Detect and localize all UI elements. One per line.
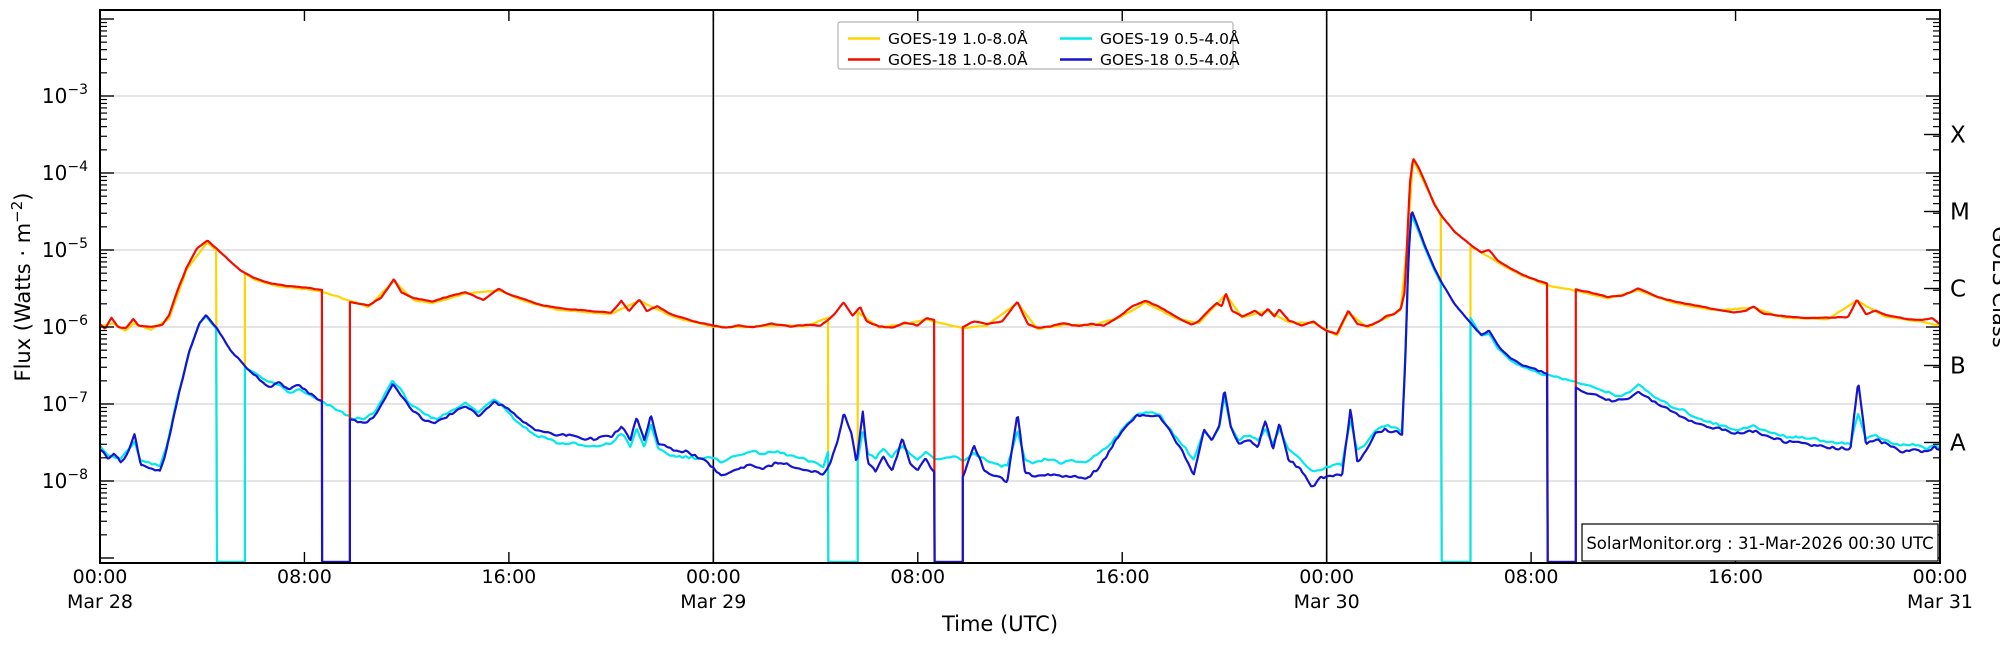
x-tick-label: 00:00 [1913,566,1968,588]
tick-labels: 00:00 Mar 28 08:00 16:00 00:00 Mar 29 08:00 16:… [42,82,1973,613]
y-tick-label: 10−3 [42,82,88,108]
series-line-goes-18-1-0-8-0a [99,158,1940,564]
x-tick-label: 00:00 [686,566,741,588]
x-axis-label: Time (UTC) [941,612,1058,636]
x-tick-label: 16:00 [1708,566,1763,588]
legend-background [837,21,1234,70]
x-tick-label: 08:00 [277,566,332,588]
y-tick-label: 10−4 [42,159,88,185]
axis-labels: Time (UTC) GOES Class Flux (Watts · m−2) [8,192,2000,636]
watermark-box: SolarMonitor.org : 31-Mar-2026 00:30 UTC [1581,523,1939,562]
x-tick-date-label: Mar 29 [680,591,746,613]
goes-class-label-x: X [1950,123,1966,149]
x-tick-label: 08:00 [890,566,945,588]
y-tick-label: 10−8 [42,467,88,493]
y-tick-label: 10−5 [42,236,88,262]
y-tick-label: 10−7 [42,390,88,416]
goes-class-label-a: A [1950,431,1966,457]
flux-series [99,158,1941,564]
watermark-text: SolarMonitor.org : 31-Mar-2026 00:30 UTC [1586,534,1933,553]
goes-class-label-c: C [1950,277,1966,303]
right-axis-label: GOES Class [1988,226,2000,347]
series-line-goes-19-1-0-8-0a [99,158,1940,564]
plot-border [99,9,1941,564]
series-line-goes-19-0-5-4-0a [99,215,1941,564]
x-tick-date-label: Mar 28 [67,591,133,613]
y-tick-label: 10−6 [42,313,88,339]
axes [99,9,1941,564]
x-tick-label: 00:00 [73,566,128,588]
legend-label: GOES-19 1.0-8.0Å [888,29,1028,48]
x-tick-label: 08:00 [1504,566,1559,588]
x-tick-label: 00:00 [1299,566,1354,588]
legend-label: GOES-18 0.5-4.0Å [1100,50,1240,69]
x-tick-date-label: Mar 30 [1294,591,1360,613]
legend-label: GOES-18 1.0-8.0Å [888,50,1028,69]
goes-class-label-m: M [1950,200,1970,226]
x-tick-date-label: Mar 31 [1907,591,1973,613]
x-tick-label: 16:00 [482,566,537,588]
gridlines [100,95,1940,482]
y-axis-label: Flux (Watts · m−2) [8,192,35,381]
legend-label: GOES-19 0.5-4.0Å [1100,29,1240,48]
legend: GOES-19 1.0-8.0Å GOES-18 1.0-8.0Å GOES-19 … [837,21,1240,70]
watermark-background [1581,523,1939,562]
x-tick-label: 16:00 [1095,566,1150,588]
day-boundary-lines [712,10,1328,563]
series-line-goes-18-0-5-4-0a [99,211,1940,564]
goes-class-label-b: B [1950,354,1966,380]
